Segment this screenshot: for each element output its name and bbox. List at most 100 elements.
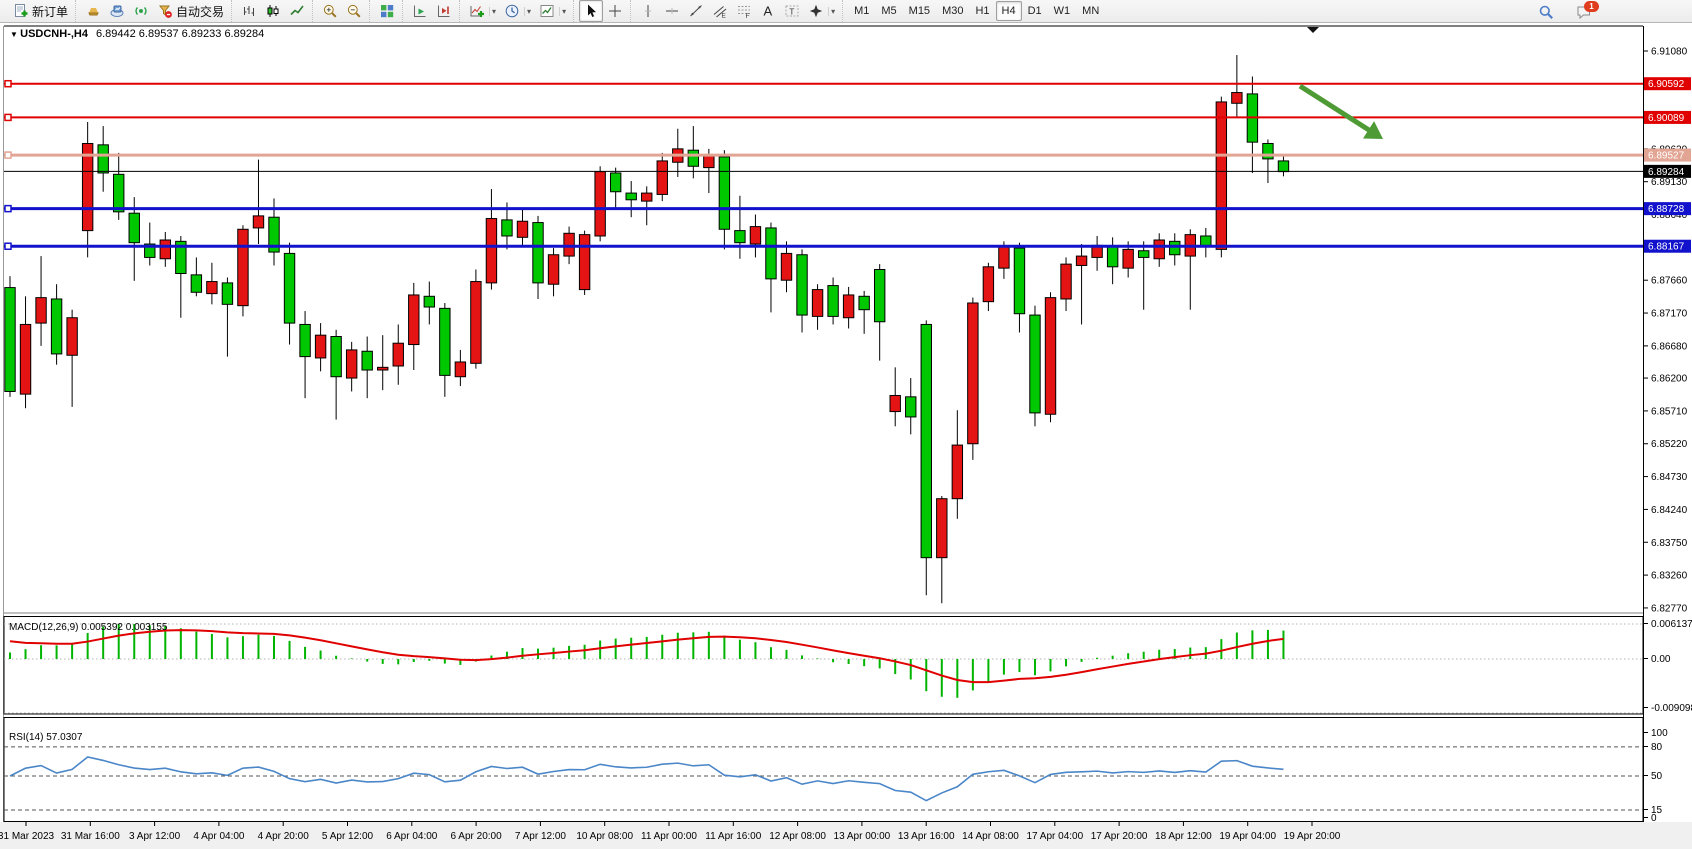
timeframe-button-m5[interactable]: M5: [881, 5, 897, 17]
candle-body: [1215, 101, 1228, 250]
timeframe-button-m15[interactable]: M15: [908, 5, 931, 17]
zoom-in-button[interactable]: [318, 0, 342, 22]
time-axis-label: 19 Apr 04:00: [1219, 831, 1276, 842]
chart-shift-marker-icon[interactable]: [1307, 27, 1319, 33]
chart-workspace: ▼ USDCNH-,H4 6.89442 6.89537 6.89233 6.89…: [0, 23, 1692, 849]
cursor-button[interactable]: [579, 0, 604, 22]
candle-body: [516, 220, 529, 238]
candle-body: [485, 218, 498, 284]
candle-body: [718, 156, 731, 230]
indicators-button[interactable]: ▾: [465, 0, 500, 22]
timeframe-button-d1[interactable]: D1: [1027, 5, 1042, 17]
candle-body: [734, 230, 746, 244]
chart-candles-button[interactable]: [261, 0, 285, 22]
svg-text:F: F: [746, 13, 750, 19]
search-icon: [1539, 5, 1553, 19]
candle-body: [128, 212, 140, 244]
line-price-label-text: 6.89527: [1648, 151, 1685, 162]
candle-body: [1060, 263, 1072, 300]
chart-shift-button[interactable]: [432, 0, 456, 22]
templates-button[interactable]: ▾: [535, 0, 570, 22]
trend-arrow-annotation[interactable]: [1298, 83, 1376, 136]
candle-body: [780, 252, 793, 281]
fibonacci-button[interactable]: F: [732, 0, 756, 22]
line-anchor-handle[interactable]: [4, 151, 12, 159]
time-axis-label: 4 Apr 04:00: [193, 831, 245, 842]
chevron-down-icon[interactable]: ▾: [828, 6, 835, 16]
line-price-label-text: 6.89284: [1648, 167, 1685, 178]
trendline-button[interactable]: [684, 0, 708, 22]
text-button[interactable]: A: [756, 0, 780, 22]
toolbar-group: E F A T ▾: [630, 0, 842, 22]
chart-candles-icon: [267, 5, 279, 17]
candle-body: [1231, 92, 1243, 104]
rsi-label: RSI(14) 57.0307: [9, 732, 83, 743]
chevron-down-icon[interactable]: ▾: [559, 6, 566, 16]
chart-background: [0, 23, 1692, 849]
svg-text:E: E: [722, 13, 727, 20]
tile-windows-button[interactable]: [375, 0, 399, 22]
channel-button[interactable]: E: [708, 0, 732, 22]
candle-body: [4, 287, 16, 392]
new-order-button[interactable]: 新订单: [9, 0, 72, 22]
arrows-button[interactable]: ▾: [804, 0, 839, 22]
chart-line-icon: [290, 5, 304, 16]
auto-trading-button[interactable]: 自动交易: [153, 0, 228, 22]
time-axis-label: 18 Apr 12:00: [1155, 831, 1212, 842]
signals-button[interactable]: [129, 0, 153, 22]
candle-body: [967, 302, 979, 445]
chart-bars-button[interactable]: [237, 0, 261, 22]
timeframe-button-h1[interactable]: H1: [975, 5, 990, 17]
search-button[interactable]: [1534, 1, 1558, 23]
line-anchor-handle[interactable]: [4, 113, 12, 122]
candle-body: [905, 396, 917, 418]
line-anchor-handle[interactable]: [4, 79, 12, 88]
svg-text:A: A: [764, 4, 773, 19]
templates-icon: [540, 5, 554, 17]
notification-badge: 1: [1584, 0, 1599, 12]
timeframe-button-h4[interactable]: H4: [995, 1, 1022, 21]
rsi-axis-label: 50: [1651, 771, 1663, 782]
vertical-line-button[interactable]: [636, 0, 660, 22]
text-label-button[interactable]: T: [780, 0, 804, 22]
macd-axis-label: 0.006137: [1651, 619, 1692, 630]
timeframe-button-mn[interactable]: MN: [1082, 5, 1100, 17]
cloud-chart-button[interactable]: [105, 0, 129, 22]
price-axis-label: 6.89130: [1651, 177, 1688, 188]
crosshair-button[interactable]: [603, 0, 627, 22]
timeframe-button-m1[interactable]: M1: [854, 5, 870, 17]
time-axis: 31 Mar 2023 31 Mar 16:00 3 Apr 12:00 4 Apr …: [0, 822, 1341, 842]
line-anchor-handle[interactable]: [4, 204, 12, 213]
chart-line-button[interactable]: [285, 0, 309, 22]
time-axis-label: 7 Apr 12:00: [515, 831, 567, 842]
candle-body: [765, 227, 777, 280]
line-anchor-handle[interactable]: [4, 242, 12, 250]
candle-body: [951, 444, 964, 500]
chevron-down-icon[interactable]: ▾: [524, 6, 531, 16]
chevron-down-icon[interactable]: ▾: [489, 6, 496, 16]
timeframe-button-w1[interactable]: W1: [1053, 5, 1071, 17]
horizontal-line-button[interactable]: [660, 0, 684, 22]
time-axis-label: 11 Apr 16:00: [705, 831, 761, 842]
periods-button[interactable]: ▾: [500, 0, 535, 22]
gold-bar-button[interactable]: [81, 0, 105, 22]
auto-scroll-button[interactable]: [408, 0, 432, 22]
price-axis-label: 6.86680: [1651, 341, 1688, 352]
line-price-label: [1644, 239, 1691, 253]
candle-body: [268, 216, 280, 253]
candle-body: [454, 361, 467, 378]
crosshair-icon: [609, 5, 622, 17]
candle-body: [408, 294, 420, 346]
notifications-button[interactable]: 1: [1572, 0, 1599, 23]
candle-body: [609, 172, 622, 193]
price-axis-label: 6.82770: [1651, 603, 1688, 614]
timeframe-button-m30[interactable]: M30: [942, 5, 964, 17]
zoom-out-button[interactable]: [342, 0, 366, 22]
auto-scroll-icon: [414, 5, 426, 17]
time-axis-label: 13 Apr 00:00: [834, 831, 891, 842]
gold-bar-icon: [88, 8, 99, 16]
auto-trading-label: 自动交易: [176, 4, 225, 19]
price-axis-label: 6.83260: [1651, 571, 1688, 582]
auto-trading-icon: [158, 5, 172, 18]
